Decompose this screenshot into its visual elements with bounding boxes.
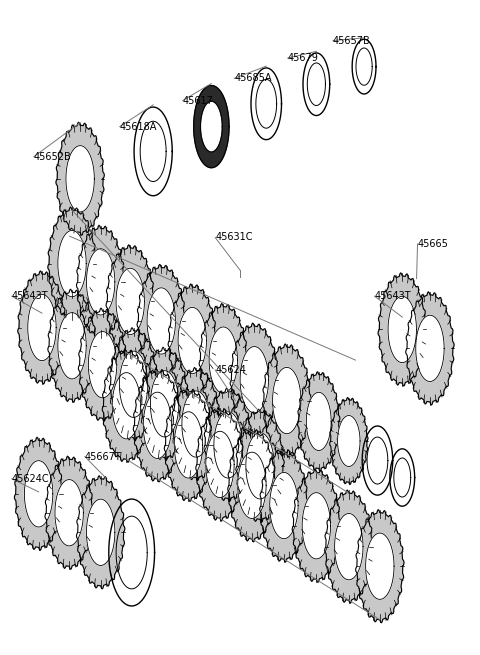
Polygon shape bbox=[172, 367, 220, 481]
Polygon shape bbox=[86, 499, 115, 565]
Polygon shape bbox=[330, 398, 368, 485]
Polygon shape bbox=[58, 231, 86, 297]
Polygon shape bbox=[109, 328, 158, 441]
Polygon shape bbox=[178, 307, 206, 374]
Polygon shape bbox=[147, 288, 176, 354]
Polygon shape bbox=[270, 472, 298, 538]
Polygon shape bbox=[137, 265, 185, 377]
Polygon shape bbox=[45, 456, 94, 569]
Polygon shape bbox=[164, 388, 213, 502]
Polygon shape bbox=[356, 510, 404, 623]
Polygon shape bbox=[56, 122, 104, 235]
Polygon shape bbox=[116, 269, 144, 335]
Text: 45657B: 45657B bbox=[333, 35, 371, 45]
Text: 45618A: 45618A bbox=[120, 122, 157, 132]
Polygon shape bbox=[406, 291, 454, 405]
Polygon shape bbox=[112, 373, 141, 439]
Polygon shape bbox=[388, 296, 417, 363]
Polygon shape bbox=[196, 408, 244, 521]
Polygon shape bbox=[66, 145, 95, 212]
Polygon shape bbox=[204, 388, 252, 502]
Polygon shape bbox=[194, 86, 229, 168]
Polygon shape bbox=[76, 225, 125, 339]
Polygon shape bbox=[48, 290, 96, 402]
Polygon shape bbox=[378, 273, 427, 386]
Polygon shape bbox=[246, 432, 274, 499]
Polygon shape bbox=[273, 367, 301, 434]
Text: 45679: 45679 bbox=[288, 53, 319, 63]
Text: 45624C: 45624C bbox=[12, 474, 49, 484]
Polygon shape bbox=[416, 315, 444, 381]
Polygon shape bbox=[76, 476, 125, 589]
Text: 45643T: 45643T bbox=[374, 291, 411, 301]
Polygon shape bbox=[236, 409, 284, 522]
Polygon shape bbox=[133, 369, 181, 482]
Text: 45685A: 45685A bbox=[234, 73, 272, 83]
Polygon shape bbox=[174, 412, 203, 478]
Polygon shape bbox=[214, 412, 242, 478]
Polygon shape bbox=[366, 533, 394, 599]
Text: 45667T: 45667T bbox=[85, 452, 121, 462]
Polygon shape bbox=[292, 469, 341, 582]
Polygon shape bbox=[209, 327, 238, 393]
Text: 45617: 45617 bbox=[183, 96, 214, 105]
Polygon shape bbox=[28, 294, 56, 361]
Polygon shape bbox=[24, 460, 53, 527]
Polygon shape bbox=[48, 207, 96, 320]
Polygon shape bbox=[228, 429, 276, 542]
Polygon shape bbox=[150, 371, 179, 437]
Polygon shape bbox=[182, 391, 210, 457]
Text: 45624: 45624 bbox=[215, 365, 246, 375]
Polygon shape bbox=[78, 308, 127, 421]
Polygon shape bbox=[58, 312, 86, 379]
Polygon shape bbox=[263, 344, 311, 457]
Polygon shape bbox=[298, 372, 340, 471]
Polygon shape bbox=[143, 392, 172, 458]
Polygon shape bbox=[230, 323, 278, 436]
Polygon shape bbox=[324, 490, 373, 603]
Polygon shape bbox=[199, 303, 248, 417]
Text: 45665: 45665 bbox=[418, 239, 448, 249]
Polygon shape bbox=[18, 271, 66, 384]
Polygon shape bbox=[140, 347, 189, 460]
Polygon shape bbox=[102, 349, 151, 462]
Polygon shape bbox=[335, 514, 363, 580]
Polygon shape bbox=[260, 449, 308, 562]
Polygon shape bbox=[88, 331, 117, 398]
Polygon shape bbox=[168, 284, 216, 397]
Polygon shape bbox=[240, 346, 268, 413]
Polygon shape bbox=[14, 438, 63, 550]
Text: 45631C: 45631C bbox=[215, 233, 252, 242]
Polygon shape bbox=[55, 479, 84, 546]
Polygon shape bbox=[106, 245, 155, 358]
Text: 45652B: 45652B bbox=[34, 151, 72, 162]
Polygon shape bbox=[302, 493, 331, 559]
Text: 45643T: 45643T bbox=[12, 291, 48, 301]
Polygon shape bbox=[120, 351, 148, 417]
Polygon shape bbox=[86, 249, 115, 315]
Polygon shape bbox=[238, 452, 266, 519]
Polygon shape bbox=[306, 392, 331, 451]
Polygon shape bbox=[206, 431, 234, 498]
Polygon shape bbox=[337, 415, 360, 466]
